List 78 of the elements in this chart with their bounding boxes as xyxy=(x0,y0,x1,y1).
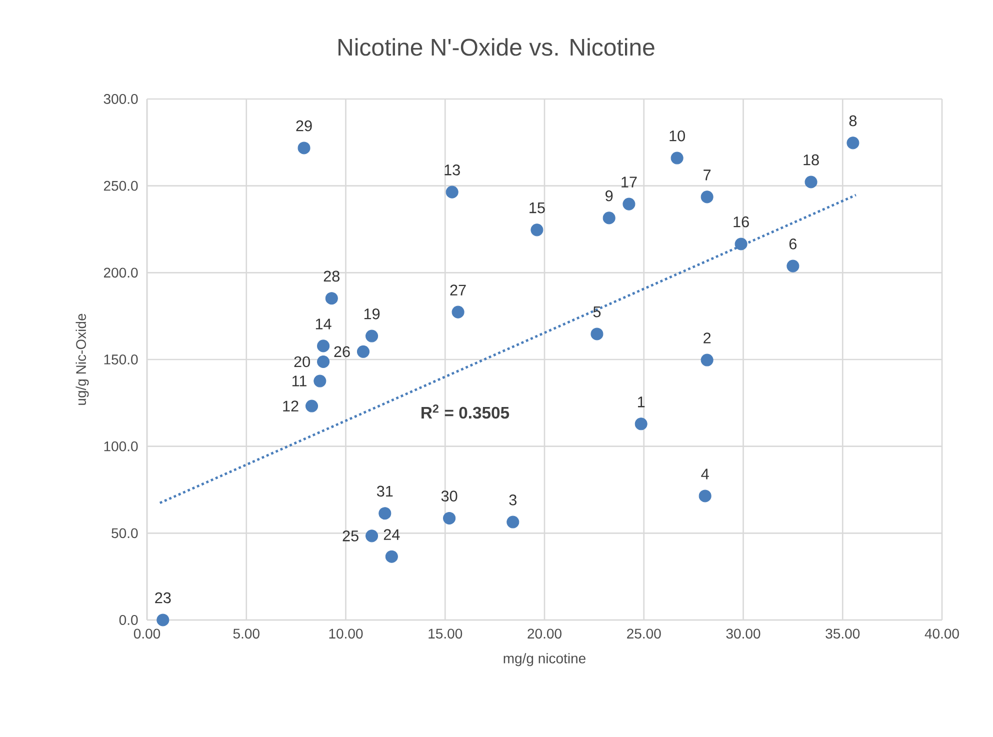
point xyxy=(156,614,170,626)
x-tick-label: 0.00 xyxy=(134,628,160,639)
point xyxy=(698,490,712,502)
annotation: 29 xyxy=(296,120,312,132)
annotation: 2 xyxy=(704,332,711,344)
point xyxy=(446,186,458,198)
annotation: 11 xyxy=(292,376,306,386)
x-tick-label: 35.00 xyxy=(826,628,860,639)
annotation: 8 xyxy=(849,115,857,126)
point xyxy=(317,340,330,352)
x-axis-title: mg/g nicotine xyxy=(504,653,586,666)
point xyxy=(590,328,604,340)
y-tick-label: 250.0 xyxy=(104,180,138,191)
annotation: 13 xyxy=(444,164,460,176)
point xyxy=(670,152,684,164)
point xyxy=(506,516,520,528)
point xyxy=(530,224,544,236)
x-tick-label: 25.00 xyxy=(627,628,661,639)
x-tick-label: 15.00 xyxy=(428,628,462,639)
point xyxy=(846,136,860,150)
chart-title: Nicotine N'-Oxide vs. Nicotine xyxy=(338,38,654,56)
text: R$^{2}$ = 0.3505 xyxy=(422,404,510,419)
annotation: 18 xyxy=(804,154,819,166)
x-tick-label: 40.00 xyxy=(924,628,959,639)
annotation: 4 xyxy=(701,468,709,480)
point xyxy=(700,190,714,204)
annotation: 5 xyxy=(593,306,601,318)
y-axis-title: ug/g Nic-Oxide xyxy=(76,314,89,405)
annotation: 27 xyxy=(450,284,466,296)
annotation: 9 xyxy=(606,190,613,202)
point xyxy=(306,400,318,412)
y-tick-label: 50.0 xyxy=(112,528,138,538)
point xyxy=(298,142,310,154)
x-tick-label: 30.00 xyxy=(726,628,760,639)
y-tick-label: 100.0 xyxy=(104,441,138,452)
annotation: 12 xyxy=(283,400,298,412)
annotation: 17 xyxy=(622,176,637,188)
point xyxy=(602,212,616,224)
point xyxy=(356,345,370,358)
annotation: 1 xyxy=(638,396,645,408)
y-tick-label: 150.0 xyxy=(104,354,138,364)
point xyxy=(452,306,464,318)
point xyxy=(700,354,714,366)
annotation: 28 xyxy=(324,270,340,282)
annotation: 31 xyxy=(376,486,393,497)
point xyxy=(366,530,378,542)
annotation: 7 xyxy=(704,170,711,180)
point xyxy=(734,238,748,250)
y-tick-label: 200.0 xyxy=(104,268,138,278)
annotation: 16 xyxy=(734,216,749,228)
annotation: 3 xyxy=(509,494,516,506)
point xyxy=(314,374,326,388)
point xyxy=(385,550,398,563)
annotation: 20 xyxy=(294,356,310,368)
point xyxy=(786,260,800,272)
point xyxy=(366,330,378,342)
y-tick-label: 0.0 xyxy=(119,615,138,625)
annotation: 6 xyxy=(789,238,797,250)
point xyxy=(634,418,648,430)
point xyxy=(378,507,392,520)
annotation: 10 xyxy=(670,130,685,142)
point xyxy=(804,176,818,188)
point xyxy=(325,292,338,305)
point xyxy=(443,512,456,524)
x-tick-label: 5.00 xyxy=(233,628,260,639)
x-tick-label: 10.00 xyxy=(329,628,363,639)
y-tick-label: 300.0 xyxy=(104,94,138,104)
annotation: 19 xyxy=(364,308,380,320)
annotation: 30 xyxy=(441,490,458,502)
point xyxy=(622,198,636,210)
x-tick-label: 20.00 xyxy=(528,628,562,639)
annotation: 24 xyxy=(384,529,400,540)
point xyxy=(317,355,330,368)
annotation: 25 xyxy=(342,530,358,542)
annotation: 23 xyxy=(155,592,171,604)
annotation: 14 xyxy=(316,318,332,330)
annotation: 15 xyxy=(530,202,545,214)
annotation: 26 xyxy=(334,346,350,358)
